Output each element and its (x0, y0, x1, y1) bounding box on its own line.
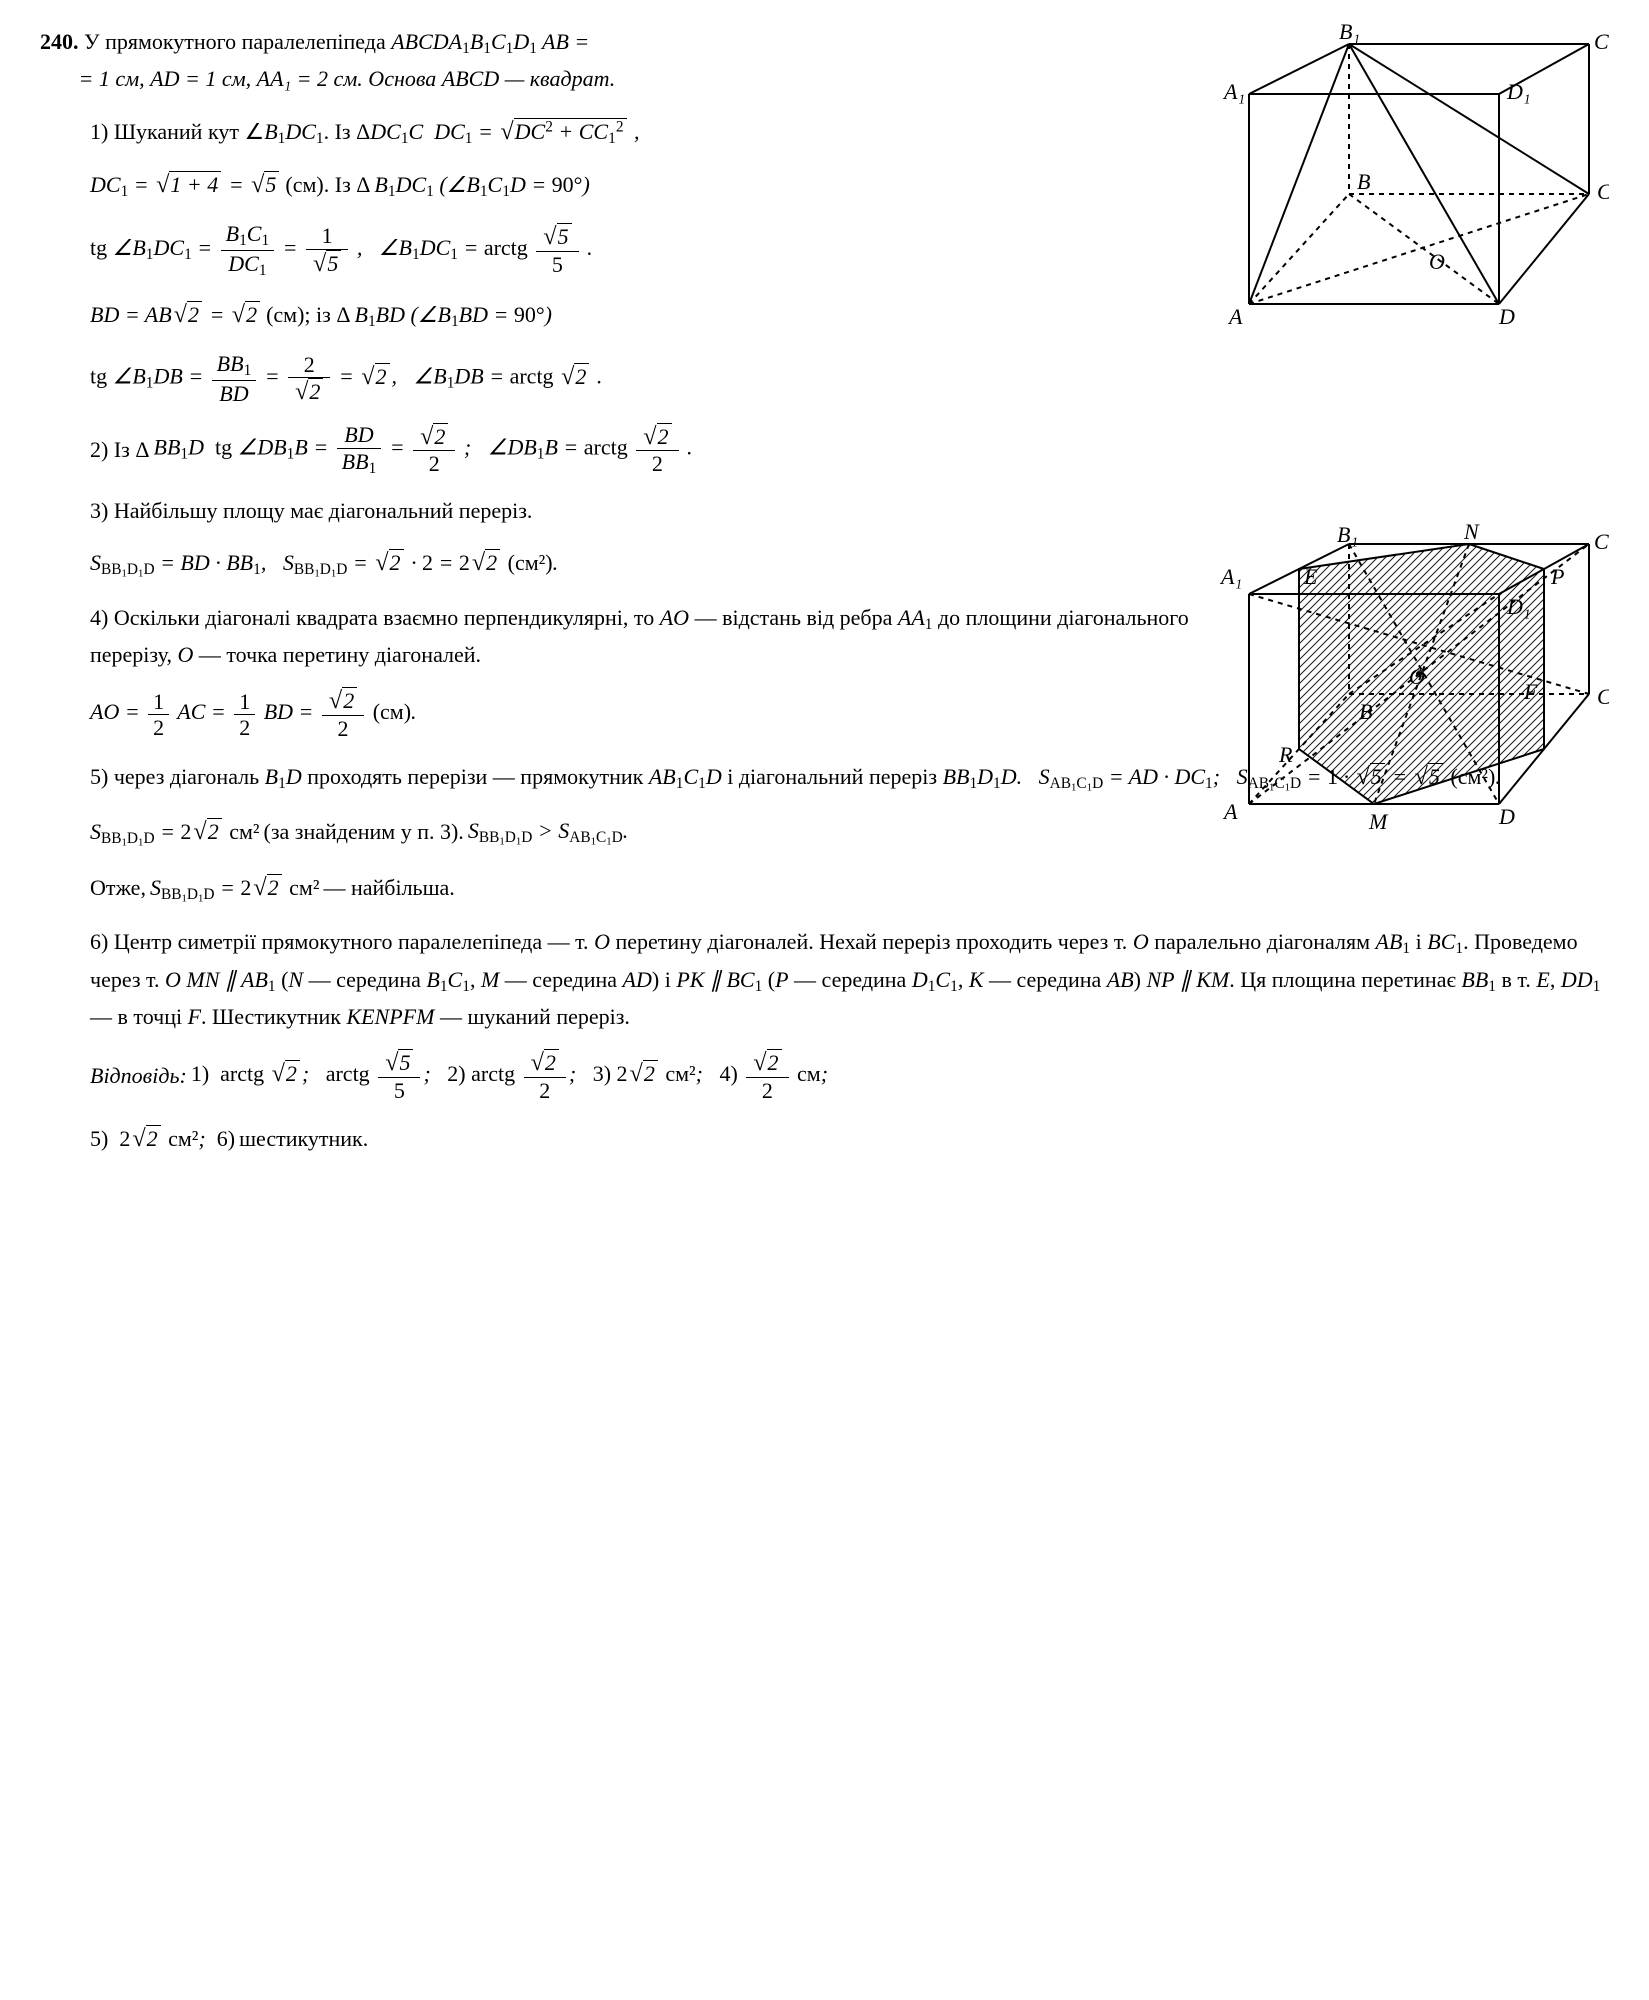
p4-text-d: — точка перетину діагоналей. (193, 642, 481, 667)
part-5: 5) через діагональ B1D проходять переріз… (40, 757, 1609, 797)
fig2-label-p: P (1550, 564, 1564, 589)
eq-tg-b1db: tg ∠B1DB = BB1BD = 22 = 2, ∠B1DB = arctg… (90, 351, 1609, 406)
fig2-label-m: M (1368, 809, 1389, 834)
figure-parallelepiped-1: B₁ C₁ A₁ D₁ B C A D O (1219, 24, 1609, 344)
given-text: = 1 см, AD = 1 см, AA₁ = 2 см. Основа AB… (73, 66, 615, 91)
p6-text-a: 6) Центр симетрії прямокутного паралелеп… (90, 929, 594, 954)
fig2-label-a: A (1222, 799, 1238, 824)
fig2-label-d: D (1498, 804, 1515, 829)
fig2-label-c: C (1597, 684, 1609, 709)
ans-6-text: шестикутник. (239, 1121, 368, 1157)
problem-number: 240. (40, 29, 79, 54)
fig2-label-d1: D₁ (1506, 594, 1531, 619)
fig1-label-b1: B₁ (1339, 24, 1360, 44)
fig1-label-o: O (1429, 249, 1445, 274)
fig2-label-b1: B₁ (1337, 524, 1358, 547)
p5-text-a: 5) через діагональ (90, 764, 265, 789)
p6-text-i: . Шестикутник (201, 1004, 346, 1029)
p1-text-a: 1) Шуканий кут ∠ (90, 119, 264, 144)
p6-text-h: — в точці (90, 1004, 188, 1029)
fig2-label-c1: C₁ (1594, 529, 1609, 554)
p4-text-b: — відстань від ребра (689, 605, 898, 630)
p6-text-e3: — середина (789, 967, 912, 992)
p5-za-text: (за знайденим у п. 3). (264, 814, 464, 850)
intro-text: У прямокутного паралелепіпеда (84, 29, 391, 54)
p6-text-f: . Ця площина перетинає (1229, 967, 1461, 992)
fig2-label-r: R (1278, 742, 1293, 767)
fig2-label-f: F (1523, 679, 1538, 704)
p6-text-b: перетину діагоналей. Нехай переріз прохо… (610, 929, 1133, 954)
fig2-label-a1: A₁ (1219, 564, 1242, 589)
p5-text-c: і діагональний переріз (722, 764, 943, 789)
p4-text-a: 4) Оскільки діагоналі квадрата взаємно п… (90, 605, 660, 630)
fig1-label-c: C (1597, 179, 1609, 204)
p6-text-j: — шуканий переріз. (434, 1004, 630, 1029)
eq-otzhe: Отже, SBB1D1D = 22 см² — найбільша. (90, 868, 1609, 908)
fig2-label-b: B (1359, 699, 1372, 724)
bd-eq-text: (см); із Δ (266, 297, 350, 333)
dc1-eq-text: (см). Із Δ (285, 167, 370, 203)
fig1-label-d: D (1498, 304, 1515, 329)
p6-text-c: паралельно діагоналям (1149, 929, 1376, 954)
p3-text: 3) Найбільшу площу має діагональний пере… (90, 498, 532, 523)
p6-text-e2: — середина (499, 967, 622, 992)
p5-text-b: проходять перерізи — прямокутник (302, 764, 649, 789)
p6-text-g: в т. (1496, 967, 1536, 992)
fig1-label-b: B (1357, 169, 1370, 194)
part-2: 2) Із Δ BB1D tg ∠DB1B = BDBB1 = 22 ; ∠DB… (90, 422, 1609, 477)
p1-text-b: . Із Δ (324, 119, 371, 144)
fig1-label-c1: C₁ (1594, 29, 1609, 54)
p2-text: 2) Із Δ (90, 432, 150, 468)
fig2-label-n: N (1463, 524, 1480, 544)
answer-row-2: 5) 22 см²; 6) шестикутник. (90, 1119, 1609, 1159)
fig2-label-e: E (1303, 564, 1318, 589)
part-6: 6) Центр симетрії прямокутного паралелеп… (40, 924, 1609, 1035)
p5-naib-text: — найбільша. (323, 870, 454, 906)
answer-label: Відповідь: (90, 1058, 187, 1094)
p5-otzhe-text: Отже, (90, 870, 146, 906)
answer-row: Відповідь: 1) arctg 2; arctg 55; 2) arct… (90, 1049, 1609, 1103)
fig2-label-o: O (1409, 664, 1425, 689)
fig1-label-d1: D₁ (1506, 79, 1531, 104)
fig1-label-a: A (1227, 304, 1243, 329)
fig1-label-a1: A₁ (1222, 79, 1245, 104)
p6-text-e4: — середина (984, 967, 1107, 992)
p6-text-e1: — середина (303, 967, 426, 992)
